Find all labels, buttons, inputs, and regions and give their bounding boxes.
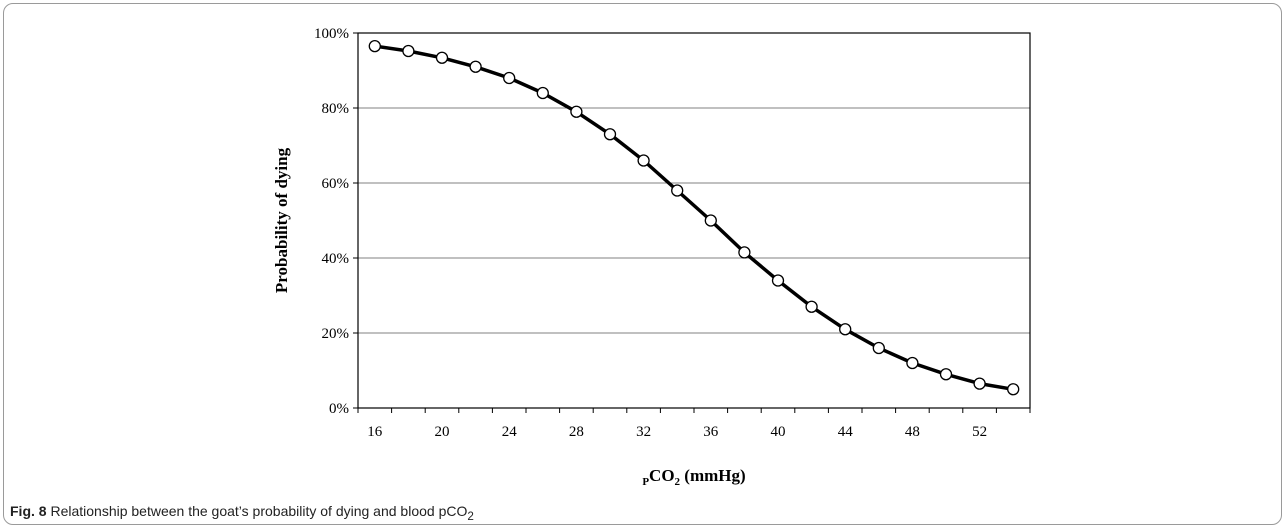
x-axis-title-unit: (mmHg) bbox=[680, 466, 746, 485]
data-point bbox=[939, 368, 953, 381]
data-points bbox=[368, 39, 1020, 396]
data-point bbox=[368, 39, 381, 53]
data-point bbox=[503, 71, 516, 85]
figure-frame bbox=[3, 3, 1282, 525]
data-point bbox=[872, 341, 885, 355]
caption-text: Relationship between the goat’s probabil… bbox=[46, 503, 468, 519]
data-point bbox=[839, 323, 852, 336]
series-polyline bbox=[374, 44, 1014, 392]
y-tick-label: 40% bbox=[322, 251, 350, 267]
data-point bbox=[536, 86, 549, 100]
x-tick-label: 20 bbox=[435, 424, 450, 440]
data-point bbox=[805, 300, 818, 313]
data-point bbox=[637, 154, 650, 167]
x-axis-title-subscript: 2 bbox=[675, 476, 681, 488]
plot-area bbox=[357, 32, 1031, 409]
series-line bbox=[374, 44, 1014, 392]
x-tick-label: 28 bbox=[569, 424, 584, 440]
x-axis-title: PCO2 (mmHg) bbox=[642, 466, 745, 488]
data-point bbox=[570, 105, 583, 118]
data-point bbox=[671, 184, 684, 197]
x-tick-label: 16 bbox=[367, 424, 383, 440]
data-point bbox=[973, 377, 986, 390]
data-point bbox=[771, 274, 785, 287]
y-tick-label: 60% bbox=[322, 176, 350, 192]
y-tick-label: 20% bbox=[322, 326, 350, 342]
data-point bbox=[1007, 383, 1020, 396]
x-tick-label: 36 bbox=[703, 424, 719, 440]
x-tick-label: 24 bbox=[502, 424, 518, 440]
gridlines bbox=[358, 107, 1030, 334]
x-tick-label: 32 bbox=[636, 424, 651, 440]
x-tick-label: 44 bbox=[838, 424, 854, 440]
y-tick-label: 100% bbox=[314, 26, 349, 42]
data-point bbox=[402, 44, 415, 58]
x-axis-title-prefix-subscript: P bbox=[642, 476, 649, 488]
data-point bbox=[469, 60, 482, 73]
x-tick-label: 40 bbox=[771, 424, 786, 440]
figure-caption: Fig. 8 Relationship between the goat’s p… bbox=[10, 503, 474, 523]
data-point bbox=[906, 356, 919, 370]
figure-label: Fig. 8 bbox=[10, 503, 47, 519]
x-tick-label: 52 bbox=[972, 424, 987, 440]
data-point bbox=[435, 51, 449, 64]
y-tick-label: 0% bbox=[329, 401, 349, 417]
data-point bbox=[738, 246, 751, 259]
x-axis-title-main: CO bbox=[649, 466, 675, 485]
axis-ticks: 0% 20% 40% 60% 80% 100% 16 20 24 28 32 36 40 44 48 52 bbox=[314, 26, 1031, 440]
y-tick-label: 80% bbox=[322, 101, 350, 117]
data-point bbox=[603, 128, 617, 141]
caption-subscript: 2 bbox=[467, 509, 474, 523]
x-tick-label: 48 bbox=[905, 424, 920, 440]
data-point bbox=[704, 214, 717, 227]
y-axis-title: Probability of dying bbox=[272, 147, 291, 293]
